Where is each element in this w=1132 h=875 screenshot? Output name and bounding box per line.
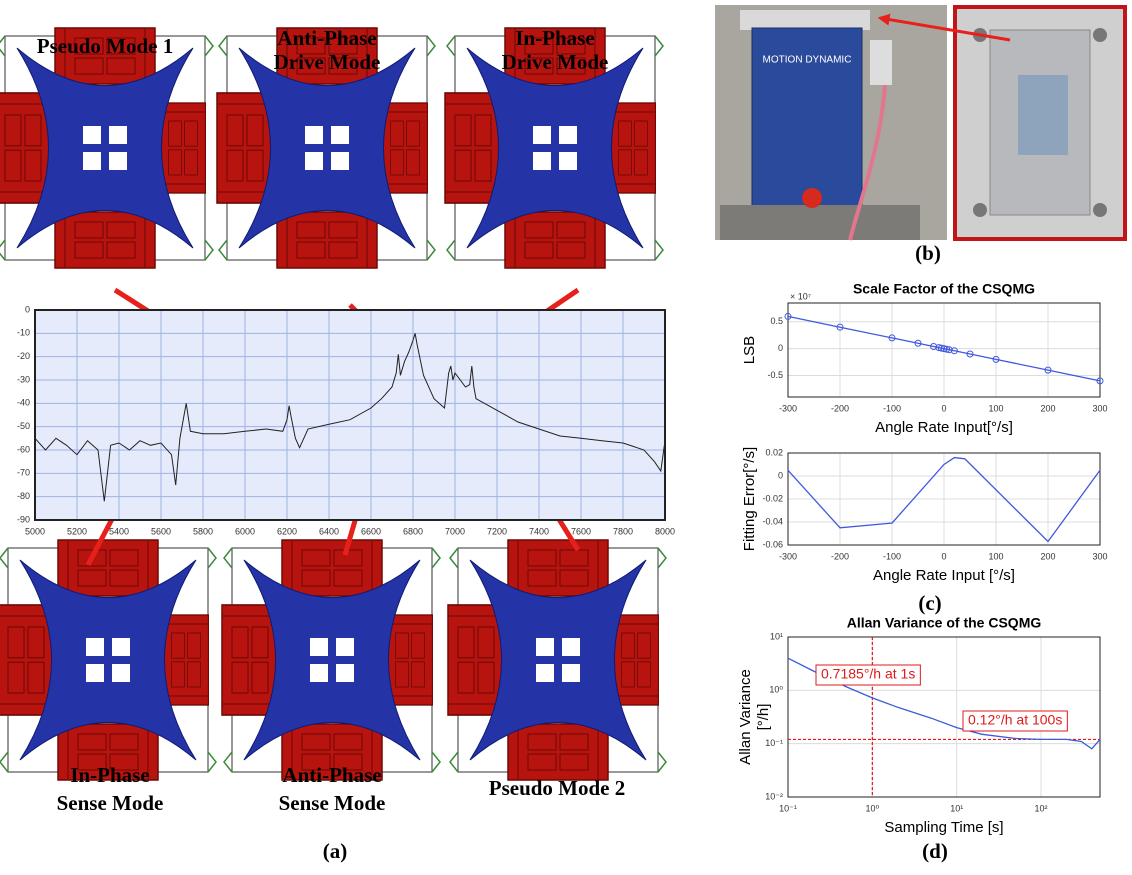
y-tick-label: -60 [17,444,30,454]
y-tick-label: -40 [17,398,30,408]
x-tick-label: 5000 [25,526,45,536]
x-tick-label: 7200 [487,526,507,536]
annotation: 0.7185°/h at 1s [816,665,920,685]
y-axis-label: Fitting Error[°/s] [741,447,758,551]
x-axis-label: Angle Rate Input [°/s] [873,567,1015,584]
x-tick-label: 5200 [67,526,87,536]
x-tick-label: 100 [988,551,1003,561]
y-tick-label: 10⁰ [769,685,783,695]
photo-label: MOTION DYNAMIC [763,55,852,66]
mode-label: Anti-Phase [282,763,381,787]
y-tick-label: -80 [17,491,30,501]
x-tick-label: 6800 [403,526,423,536]
y-axis-label: LSB [741,336,758,364]
y-tick-label: 0 [778,470,783,480]
x-tick-label: 6000 [235,526,255,536]
chart-title: Scale Factor of the CSQMG [853,281,1035,297]
y-tick-label: -30 [17,374,30,384]
mode-label: Sense Mode [57,791,164,815]
x-axis-label: Sampling Time [s] [884,819,1003,836]
y-tick-label: -0.06 [762,539,783,549]
x-tick-label: 10² [1035,803,1048,813]
mode-diagram [0,28,213,268]
mode-label: In-Phase [70,763,149,787]
mode-label: Drive Mode [274,50,381,74]
panel-label: (a) [323,839,348,863]
x-tick-label: 6600 [361,526,381,536]
panel-label: (d) [922,839,948,863]
x-tick-label: 200 [1040,551,1055,561]
x-tick-label: -100 [883,403,901,413]
x-tick-label: 5400 [109,526,129,536]
mode-diagram [448,540,666,780]
x-tick-label: -200 [831,551,849,561]
mode-diagram [222,540,440,780]
annotation: 0.12°/h at 100s [963,711,1067,731]
x-tick-label: 7000 [445,526,465,536]
chart-title: Allan Variance of the CSQMG [847,615,1042,631]
x-tick-label: 6200 [277,526,297,536]
y-tick-label: 0 [25,304,30,314]
mode-label: Sense Mode [279,791,386,815]
x-tick-label: 200 [1040,403,1055,413]
figure: MOTION DYNAMIC (a) (b) (c) (d) Pseudo Mo… [0,0,1132,870]
annotation-text: 0.7185°/h at 1s [821,666,915,682]
y-tick-label: -10 [17,328,30,338]
x-tick-label: 300 [1092,403,1107,413]
y-tick-label: -50 [17,421,30,431]
y-tick-label: 10¹ [770,631,783,641]
x-tick-label: -300 [779,551,797,561]
y-tick-label: -0.02 [762,493,783,503]
y-tick-label: 0.02 [765,447,783,457]
x-tick-label: 6400 [319,526,339,536]
y-tick-label: -0.04 [762,516,783,526]
y-tick-label: 10⁻¹ [765,738,783,748]
axis-multiplier: × 10⁷ [790,291,811,301]
y-tick-label: -90 [17,514,30,524]
y-tick-label: -0.5 [767,370,783,380]
x-tick-label: 5600 [151,526,171,536]
panel-label: (c) [918,591,941,615]
mode-diagram [0,540,216,780]
y-tick-label: 0 [778,343,783,353]
x-tick-label: -300 [779,403,797,413]
y-axis-label: Allan Variance [737,669,754,765]
plot-area [35,310,665,520]
y-tick-label: 0.5 [770,316,783,326]
y-tick-label: -70 [17,468,30,478]
x-tick-label: 10¹ [950,803,963,813]
x-tick-label: 10⁰ [866,803,880,813]
annotation-text: 0.12°/h at 100s [968,712,1062,728]
x-tick-label: 8000 [655,526,675,536]
y-tick-label: -20 [17,351,30,361]
photo-b: MOTION DYNAMIC [715,5,1125,240]
x-tick-label: 10⁻¹ [779,803,797,813]
x-tick-label: 5800 [193,526,213,536]
x-tick-label: 7400 [529,526,549,536]
x-tick-label: -200 [831,403,849,413]
mode-label: Anti-Phase [277,26,376,50]
x-tick-label: 7600 [571,526,591,536]
x-tick-label: -100 [883,551,901,561]
x-axis-label: Angle Rate Input[°/s] [875,419,1013,436]
y-tick-label: 10⁻² [765,791,783,801]
mode-label: Pseudo Mode 1 [37,34,174,58]
x-tick-label: 300 [1092,551,1107,561]
panel-label: (b) [915,241,941,265]
y-axis-label: [°/h] [755,704,772,731]
x-tick-label: 100 [988,403,1003,413]
mode-label: Pseudo Mode 2 [489,776,626,800]
x-tick-label: 0 [941,403,946,413]
mode-label: In-Phase [515,26,594,50]
mode-label: Drive Mode [502,50,609,74]
x-tick-label: 0 [941,551,946,561]
x-tick-label: 7800 [613,526,633,536]
